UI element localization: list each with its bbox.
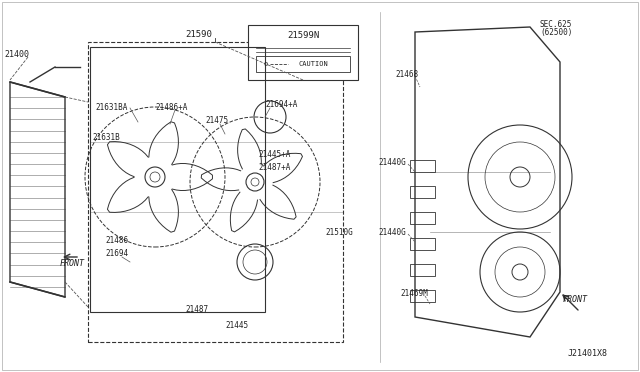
Bar — [410, 238, 435, 250]
Bar — [410, 186, 435, 198]
Text: SEC.625: SEC.625 — [540, 19, 572, 29]
Text: 21440G: 21440G — [378, 228, 406, 237]
Bar — [88, 42, 343, 342]
Text: 21440G: 21440G — [378, 157, 406, 167]
Text: FRONT: FRONT — [60, 260, 85, 269]
Bar — [256, 56, 350, 72]
Text: 21599N: 21599N — [287, 31, 319, 39]
Text: CAUTION: CAUTION — [298, 61, 328, 67]
Text: 21445+A: 21445+A — [258, 150, 291, 158]
Bar — [410, 160, 435, 172]
Bar — [90, 47, 265, 312]
Text: 21469M: 21469M — [400, 289, 428, 298]
Bar — [410, 212, 435, 224]
Text: 21468: 21468 — [395, 70, 418, 78]
Text: 21486: 21486 — [105, 235, 128, 244]
Text: 21631B: 21631B — [92, 132, 120, 141]
Bar — [410, 290, 435, 302]
Text: 21475: 21475 — [205, 115, 228, 125]
Text: 21486+A: 21486+A — [155, 103, 188, 112]
Text: (62500): (62500) — [540, 28, 572, 36]
Text: o: o — [264, 61, 268, 67]
Bar — [248, 25, 358, 80]
Text: 21590: 21590 — [185, 29, 212, 38]
Text: 21400: 21400 — [4, 49, 29, 58]
Text: J21401X8: J21401X8 — [568, 350, 608, 359]
Text: 21487+A: 21487+A — [258, 163, 291, 171]
Text: FRONT: FRONT — [563, 295, 588, 305]
Text: 21510G: 21510G — [325, 228, 353, 237]
Text: 21694+A: 21694+A — [265, 99, 298, 109]
Bar — [410, 264, 435, 276]
Text: 21487: 21487 — [185, 305, 208, 314]
Text: 21694: 21694 — [105, 250, 128, 259]
Text: 21445: 21445 — [225, 321, 248, 330]
Text: 21631BA: 21631BA — [95, 103, 127, 112]
